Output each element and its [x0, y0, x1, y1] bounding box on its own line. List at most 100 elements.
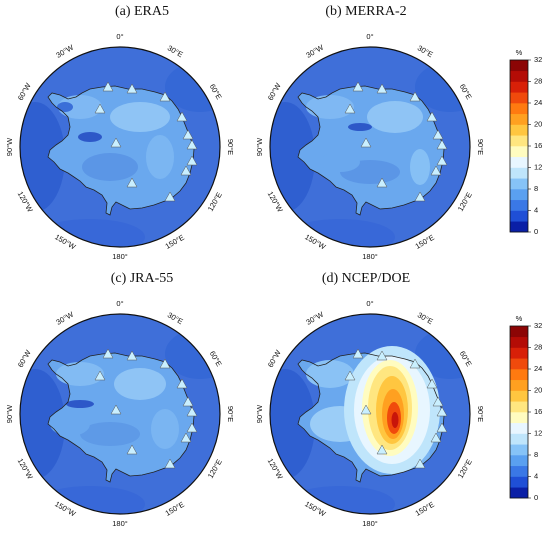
station-marker — [126, 350, 138, 361]
colorbar-swatch — [510, 124, 528, 136]
coastline — [47, 85, 195, 216]
colorbar-tick-label: 20 — [534, 119, 542, 128]
coastline — [297, 352, 445, 483]
colorbar-swatch — [510, 401, 528, 413]
map-border — [19, 313, 221, 515]
colorbar-swatch — [510, 444, 528, 456]
colorbar-tick-label: 20 — [534, 385, 542, 394]
map-panel-ncep: 0°30°E60°E90°E120°E150°E180°150°W120°W90… — [255, 299, 485, 528]
colorbar-tick-label: 8 — [534, 450, 538, 459]
station-marker — [159, 91, 171, 102]
station-marker — [180, 432, 192, 443]
colorbar-swatch — [510, 167, 528, 179]
colorbar-top: 32 28 24 20 16 12 8 4 0% — [509, 48, 542, 236]
longitude-label: 30°W — [305, 42, 326, 59]
station-marker — [360, 137, 372, 148]
colorbar-bottom: 32 28 24 20 16 12 8 4 0% — [509, 314, 542, 502]
colorbar-swatch — [510, 70, 528, 82]
longitude-label: 30°E — [166, 43, 185, 59]
station-marker — [102, 348, 114, 359]
colorbar-swatch — [510, 326, 528, 338]
station-marker — [110, 404, 122, 415]
coastline — [47, 352, 195, 483]
longitude-label: 30°W — [55, 309, 76, 326]
station-marker — [186, 155, 198, 166]
station-marker — [186, 139, 198, 150]
station-marker — [414, 191, 426, 202]
colorbar-tick-label: 12 — [534, 428, 542, 437]
station-marker — [430, 165, 442, 176]
colorbar-tick-label: 28 — [534, 342, 542, 351]
colorbar-tick-label: 24 — [534, 98, 542, 107]
station-marker — [94, 103, 106, 114]
colorbar-swatch — [510, 422, 528, 434]
longitude-label: 90°W — [5, 137, 14, 156]
longitude-label: 60°E — [208, 82, 224, 101]
colorbar-swatch — [510, 199, 528, 211]
colorbar-tick-label: 0 — [534, 493, 538, 502]
coastline — [297, 85, 445, 216]
station-marker — [186, 422, 198, 433]
station-marker — [182, 396, 194, 407]
station-marker — [126, 444, 138, 455]
colorbar-swatch — [510, 146, 528, 158]
colorbar-tick-label: 4 — [534, 471, 538, 480]
longitude-label: 90°E — [226, 139, 235, 155]
colorbar-swatch — [510, 369, 528, 381]
station-marker — [436, 406, 448, 417]
colorbar-swatch — [510, 189, 528, 201]
longitude-label: 90°E — [476, 406, 485, 422]
station-marker — [180, 165, 192, 176]
station-marker — [176, 111, 188, 122]
longitude-label: 60°W — [266, 348, 283, 369]
station-marker — [164, 458, 176, 469]
station-marker — [376, 444, 388, 455]
longitude-label: 60°W — [16, 348, 33, 369]
map-border — [269, 313, 471, 515]
longitude-label: 0° — [366, 32, 373, 41]
longitude-label: 30°W — [305, 309, 326, 326]
station-marker — [94, 370, 106, 381]
longitude-label: 0° — [116, 299, 123, 308]
longitude-label: 60°E — [458, 82, 474, 101]
station-marker — [414, 458, 426, 469]
longitude-label: 90°W — [255, 137, 264, 156]
station-marker — [409, 358, 421, 369]
colorbar-tick-label: 24 — [534, 364, 542, 373]
colorbar-swatch — [510, 487, 528, 499]
longitude-label: 30°E — [416, 310, 435, 326]
longitude-label: 180° — [112, 252, 128, 261]
longitude-label: 30°E — [166, 310, 185, 326]
station-marker — [426, 111, 438, 122]
colorbar-tick-label: 32 — [534, 55, 542, 64]
map-panel-era5: 0°30°E60°E90°E120°E150°E180°150°W120°W90… — [5, 32, 235, 261]
colorbar-tick-label: 0 — [534, 227, 538, 236]
station-marker — [352, 348, 364, 359]
colorbar-unit: % — [516, 314, 523, 323]
station-marker — [376, 83, 388, 94]
map-panel-jra55: 0°30°E60°E90°E120°E150°E180°150°W120°W90… — [5, 299, 235, 528]
longitude-label: 180° — [362, 252, 378, 261]
station-marker — [432, 396, 444, 407]
station-marker — [376, 350, 388, 361]
map-border — [19, 46, 221, 248]
colorbar-tick-label: 12 — [534, 162, 542, 171]
colorbar-swatch — [510, 476, 528, 488]
station-marker — [102, 81, 114, 92]
longitude-label: 90°E — [226, 406, 235, 422]
colorbar-tick-label: 8 — [534, 184, 538, 193]
station-marker — [186, 406, 198, 417]
map-panels: 0°30°E60°E90°E120°E150°E180°150°W120°W90… — [5, 32, 485, 528]
colorbar-swatch — [510, 210, 528, 222]
longitude-label: 180° — [112, 519, 128, 528]
station-marker — [360, 404, 372, 415]
station-marker — [376, 177, 388, 188]
colorbar-tick-label: 4 — [534, 205, 538, 214]
colorbar-swatch — [510, 358, 528, 370]
colorbar-swatch — [510, 221, 528, 233]
station-marker — [436, 422, 448, 433]
longitude-label: 90°W — [5, 404, 14, 423]
station-marker — [409, 91, 421, 102]
longitude-label: 90°W — [255, 404, 264, 423]
